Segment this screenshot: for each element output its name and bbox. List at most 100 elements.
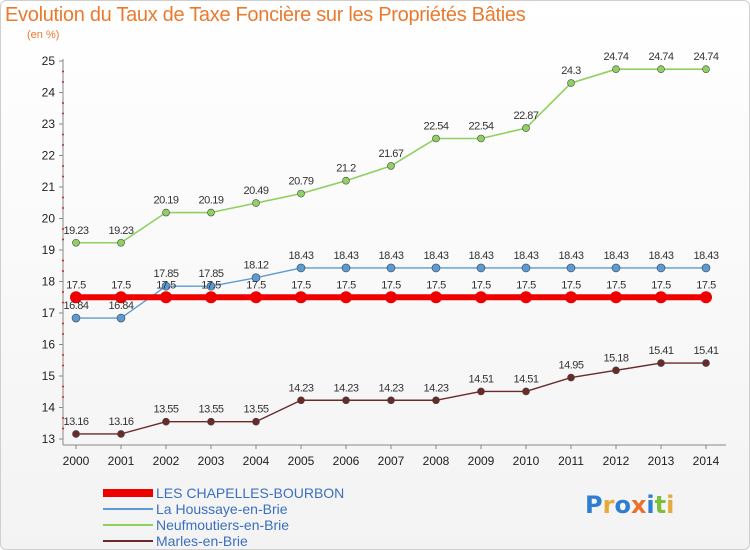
data-label: 17.5 (696, 279, 716, 291)
data-label: 24.74 (603, 51, 628, 63)
x-tick-label: 2004 (243, 454, 270, 468)
data-point (567, 373, 575, 382)
x-tick-label: 2011 (558, 454, 584, 468)
y-minor-dot (62, 207, 64, 209)
y-minor-dot (62, 301, 64, 304)
data-label: 14.23 (423, 382, 448, 394)
data-label: 17.5 (201, 279, 221, 291)
data-point (252, 417, 260, 426)
data-label: 18.12 (243, 260, 268, 272)
data-point (115, 291, 127, 304)
data-label: 18.43 (378, 250, 403, 262)
y-minor-dot (62, 322, 64, 325)
data-label: 20.79 (288, 176, 313, 188)
data-label: 24.74 (693, 51, 718, 63)
x-tick-label: 2002 (153, 454, 180, 468)
x-tick-label: 2000 (63, 454, 90, 468)
data-point (610, 291, 622, 304)
data-point (342, 176, 350, 185)
data-point (296, 263, 306, 273)
data-label: 14.23 (288, 382, 313, 394)
y-tick-label: 16 (42, 338, 56, 352)
data-label: 16.84 (108, 300, 133, 312)
data-label: 24.74 (648, 51, 673, 63)
y-tick-label: 25 (42, 54, 56, 68)
data-label: 14.95 (558, 360, 583, 372)
y-minor-dot (62, 133, 64, 136)
data-point (162, 208, 170, 217)
data-point (520, 291, 532, 304)
data-label: 21.67 (378, 148, 403, 160)
data-label: 20.19 (198, 195, 223, 207)
data-point (521, 263, 531, 273)
data-point (655, 291, 667, 304)
x-tick-label: 2007 (378, 454, 405, 468)
y-minor-dot (62, 385, 64, 388)
data-point (566, 263, 576, 273)
data-point (702, 359, 710, 367)
data-label: 18.43 (423, 250, 448, 262)
y-minor-dot (62, 291, 64, 293)
data-label: 17.5 (381, 279, 401, 291)
data-label: 20.19 (153, 195, 178, 207)
data-label: 17.5 (246, 279, 266, 291)
data-point (70, 291, 82, 304)
data-label: 17.85 (198, 268, 223, 280)
data-point (522, 124, 530, 132)
data-point (207, 208, 215, 217)
data-point (162, 417, 170, 426)
y-tick-label: 14 (42, 401, 56, 415)
data-label: 18.43 (513, 250, 538, 262)
data-label: 17.5 (651, 279, 671, 291)
legend-swatch (103, 489, 153, 497)
data-label: 14.51 (468, 373, 493, 385)
data-label: 17.5 (426, 279, 446, 291)
data-point (565, 291, 577, 304)
y-minor-dot (62, 175, 64, 178)
data-label: 17.5 (291, 279, 311, 291)
data-label: 15.41 (693, 345, 718, 357)
y-tick-label: 20 (42, 212, 56, 226)
data-label: 17.5 (606, 279, 626, 291)
data-label: 18.43 (288, 250, 313, 262)
data-point (117, 238, 125, 247)
data-point (475, 291, 487, 304)
legend-swatch (103, 540, 153, 542)
legend-label: Marles-en-Brie (156, 533, 248, 549)
y-minor-dot (62, 112, 64, 115)
chart-subtitle: (en %) (27, 29, 60, 41)
y-minor-dot (62, 333, 64, 335)
logo-letter: o (614, 491, 631, 519)
data-point (72, 430, 80, 438)
y-minor-dot (62, 102, 64, 104)
data-label: 24.3 (561, 65, 581, 77)
data-point (387, 396, 395, 405)
data-point (297, 189, 305, 198)
data-point (700, 291, 712, 304)
data-label: 19.23 (108, 225, 133, 237)
data-label: 16.84 (63, 300, 88, 312)
data-label: 20.49 (243, 185, 268, 197)
data-label: 17.85 (153, 268, 178, 280)
data-point (431, 263, 441, 273)
data-label: 18.43 (468, 250, 493, 262)
data-point (117, 430, 125, 438)
y-minor-dot (62, 364, 64, 367)
data-point (205, 291, 217, 304)
x-tick-label: 2006 (333, 454, 360, 468)
data-label: 13.16 (63, 416, 88, 428)
chart-title: Evolution du Taux de Taxe Foncière sur l… (5, 4, 526, 26)
y-minor-dot (62, 417, 64, 419)
data-point (657, 65, 665, 73)
data-label: 17.5 (156, 279, 176, 291)
data-point (701, 263, 711, 273)
data-point (161, 281, 171, 291)
data-label: 14.51 (513, 373, 538, 385)
y-tick-label: 13 (42, 432, 56, 446)
data-point (432, 396, 440, 405)
data-label: 18.43 (648, 250, 673, 262)
y-tick-label: 24 (42, 86, 56, 100)
data-label: 22.54 (423, 120, 448, 132)
y-tick-label: 18 (42, 275, 56, 289)
